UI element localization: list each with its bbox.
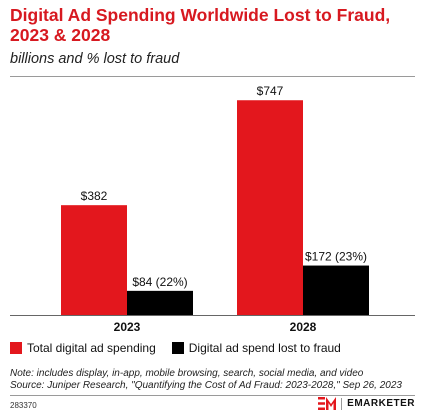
brand: EMARKETER [318, 397, 415, 410]
top-divider [10, 76, 415, 77]
legend-swatch-lost [171, 342, 184, 354]
bar-2028-lost [303, 265, 369, 315]
legend-item-lost: Digital ad spend lost to fraud [171, 341, 341, 355]
chart-id: 283370 [10, 401, 37, 410]
data-label-2028-total: $747 [257, 84, 284, 98]
bar-2028-total [237, 100, 303, 315]
chart-title: Digital Ad Spending Worldwide Lost to Fr… [10, 5, 391, 45]
bottom-divider [10, 395, 415, 396]
brand-name: EMARKETER [347, 398, 415, 409]
bar-2023-lost [127, 290, 193, 315]
chart-legend: Total digital ad spending Digital ad spe… [10, 341, 357, 355]
data-label-2023-total: $382 [81, 189, 108, 203]
data-label-2023-lost: $84 (22%) [132, 275, 187, 289]
chart-subtitle: billions and % lost to fraud [10, 51, 180, 67]
source-text: Source: Juniper Research, "Quantifying t… [10, 379, 402, 391]
legend-label-total: Total digital ad spending [27, 341, 156, 355]
emarketer-logo-icon [318, 397, 337, 410]
x-tick-label-2023: 2023 [114, 320, 141, 334]
note-text: Note: includes display, in-app, mobile b… [10, 368, 364, 379]
brand-separator [341, 397, 343, 410]
x-tick-label-2028: 2028 [290, 320, 317, 334]
bar-2023-total [61, 205, 127, 315]
data-label-2028-lost: $172 (23%) [305, 250, 367, 264]
legend-item-total: Total digital ad spending [10, 341, 156, 355]
legend-label-lost: Digital ad spend lost to fraud [188, 341, 341, 355]
legend-swatch-total [10, 342, 22, 354]
chart-notes: Note: includes display, in-app, mobile b… [10, 368, 402, 391]
